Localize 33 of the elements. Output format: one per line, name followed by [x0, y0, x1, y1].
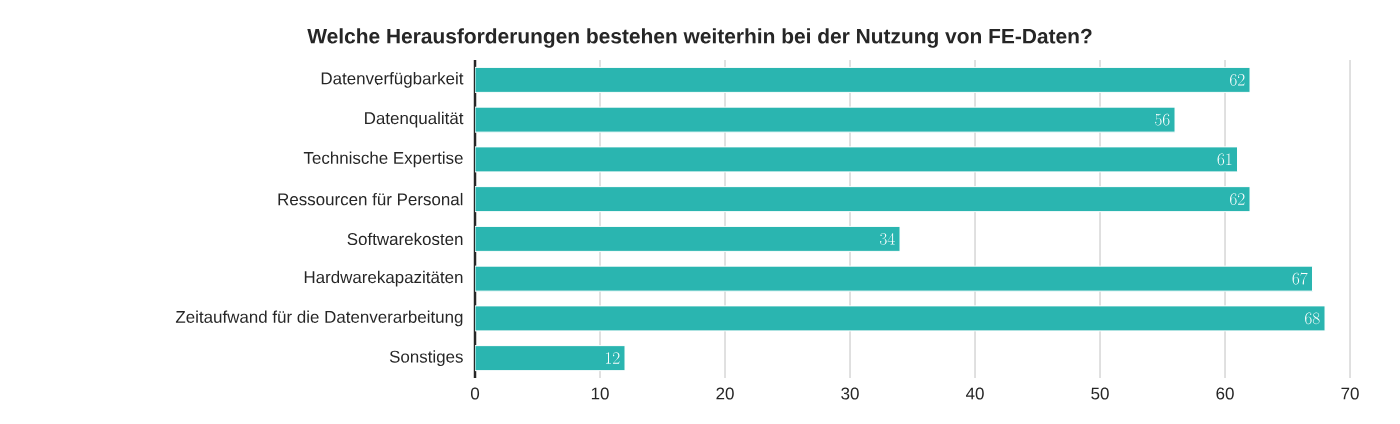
bar — [475, 146, 1239, 173]
bar — [475, 186, 1251, 213]
x-tick-label: 60 — [1216, 387, 1234, 400]
x-tick-label: 10 — [591, 387, 609, 400]
x-tick-label: 30 — [841, 387, 859, 400]
x-tick-label: 20 — [716, 387, 734, 400]
data-label: 67 — [1292, 272, 1308, 285]
y-tick-label: Ressourcen für Personal — [278, 192, 463, 206]
chart-title: Welche Herausforderungen bestehen weiterhin bei der Nutzung von FE-Daten? — [307, 28, 1092, 48]
bar — [475, 345, 626, 372]
bar — [475, 106, 1176, 133]
y-tick-label: Datenverfügbarkeit — [321, 71, 464, 88]
bar — [475, 305, 1326, 332]
x-tick-label: 0 — [470, 387, 480, 400]
y-tick-label: Technische Expertise — [303, 151, 463, 168]
x-tick-label: 40 — [965, 387, 984, 400]
data-label: 62 — [1230, 74, 1245, 86]
y-tick-label: Sonstiges — [389, 350, 463, 367]
y-tick-label: Softwarekosten — [347, 232, 463, 246]
x-tick-label: 50 — [1091, 387, 1109, 400]
data-label: 61 — [1217, 153, 1232, 166]
y-tick-label: Datenqualität — [365, 111, 464, 128]
bar — [475, 66, 1251, 93]
data-label: 68 — [1305, 312, 1320, 325]
data-label: 12 — [605, 352, 620, 364]
bar — [475, 265, 1314, 292]
data-label: 34 — [879, 232, 895, 245]
data-label: 62 — [1230, 193, 1245, 205]
y-tick-label: Zeitaufwand für die Datenverarbeitung — [175, 310, 463, 327]
x-tick-label: 70 — [1341, 387, 1359, 400]
bar — [475, 225, 901, 252]
y-tick-label: Hardwarekapazitäten — [304, 270, 463, 287]
data-label: 56 — [1155, 113, 1170, 126]
